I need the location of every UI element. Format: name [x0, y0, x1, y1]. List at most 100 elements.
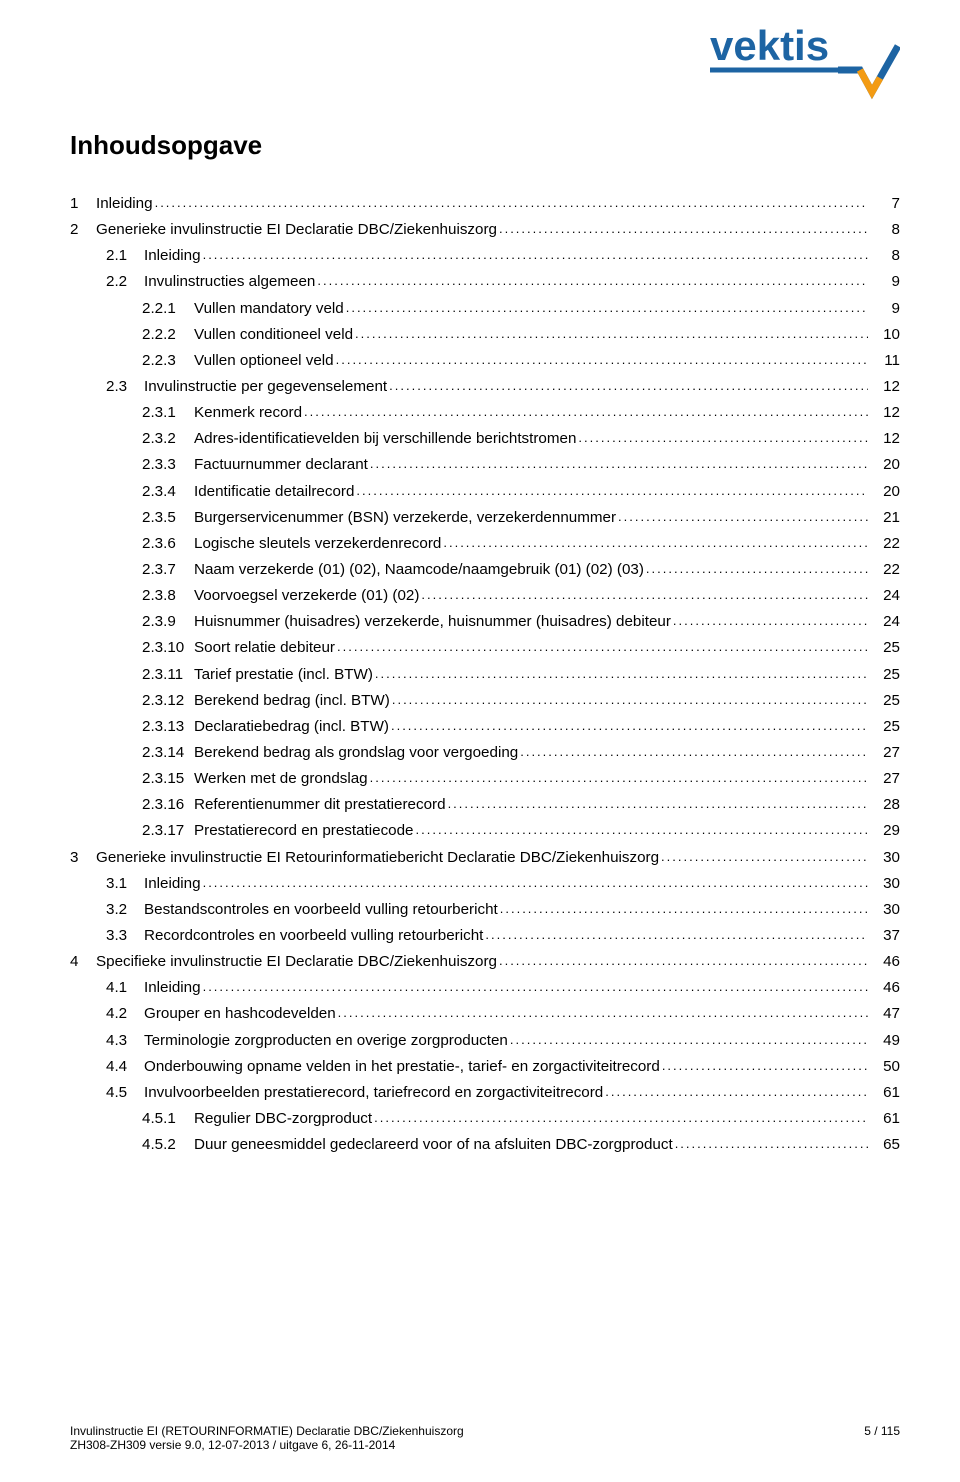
toc-entry-number: 3.2 — [106, 897, 144, 923]
toc-entry[interactable]: 2.3.14Berekend bedrag als grondslag voor… — [70, 740, 900, 766]
footer-page-number: 5 / 115 — [864, 1424, 900, 1438]
toc-entry-number: 2.2.1 — [142, 296, 194, 322]
toc-entry-title: Vullen mandatory veld — [194, 296, 346, 322]
toc-leader-dots — [203, 872, 868, 894]
toc-leader-dots — [443, 532, 868, 554]
logo-vektis: vektis — [710, 20, 900, 100]
toc-leader-dots — [336, 349, 868, 371]
toc-leader-dots — [375, 663, 868, 685]
toc-entry-number: 2.3.17 — [142, 818, 194, 844]
toc-entry-page: 20 — [868, 479, 900, 505]
toc-entry[interactable]: 4.1Inleiding 46 — [70, 975, 900, 1001]
toc-leader-dots — [374, 1107, 868, 1129]
toc-entry-number: 2.3.9 — [142, 609, 194, 635]
toc-entry[interactable]: 2.3.12Berekend bedrag (incl. BTW) 25 — [70, 688, 900, 714]
toc-entry-page: 65 — [868, 1132, 900, 1158]
toc-entry[interactable]: 4.4Onderbouwing opname velden in het pre… — [70, 1054, 900, 1080]
toc-entry-page: 61 — [868, 1106, 900, 1132]
toc-entry-title: Berekend bedrag (incl. BTW) — [194, 688, 392, 714]
toc-entry[interactable]: 2.3.15Werken met de grondslag 27 — [70, 766, 900, 792]
toc-entry[interactable]: 2.3.4Identificatie detailrecord 20 — [70, 479, 900, 505]
toc-leader-dots — [485, 924, 868, 946]
footer-doc-title: Invulinstructie EI (RETOURINFORMATIE) De… — [70, 1424, 464, 1438]
toc-entry-page: 29 — [868, 818, 900, 844]
toc-entry[interactable]: 2.2.2Vullen conditioneel veld 10 — [70, 322, 900, 348]
toc-entry-title: Generieke invulinstructie EI Declaratie … — [96, 217, 499, 243]
toc-entry-page: 9 — [868, 296, 900, 322]
toc-entry-number: 2 — [70, 217, 96, 243]
toc-entry-number: 2.3.1 — [142, 400, 194, 426]
toc-entry[interactable]: 2.2Invulinstructies algemeen 9 — [70, 269, 900, 295]
toc-entry-page: 46 — [868, 975, 900, 1001]
toc-entry-number: 4.5.1 — [142, 1106, 194, 1132]
toc-entry-page: 12 — [868, 426, 900, 452]
toc-entry-number: 2.3.11 — [142, 662, 194, 688]
toc-leader-dots — [448, 793, 868, 815]
toc-entry-page: 11 — [868, 348, 900, 374]
toc-entry[interactable]: 2.3.9Huisnummer (huisadres) verzekerde, … — [70, 609, 900, 635]
toc-entry-page: 22 — [868, 557, 900, 583]
toc-entry-page: 46 — [868, 949, 900, 975]
toc-entry[interactable]: 3.2Bestandscontroles en voorbeeld vullin… — [70, 897, 900, 923]
toc-entry[interactable]: 2.3.11Tarief prestatie (incl. BTW) 25 — [70, 662, 900, 688]
toc-entry-title: Declaratiebedrag (incl. BTW) — [194, 714, 391, 740]
toc-entry[interactable]: 3Generieke invulinstructie EI Retourinfo… — [70, 845, 900, 871]
toc-entry[interactable]: 2.3.1Kenmerk record 12 — [70, 400, 900, 426]
toc-entry-number: 2.2.3 — [142, 348, 194, 374]
toc-leader-dots — [618, 506, 868, 528]
toc-entry-number: 2.1 — [106, 243, 144, 269]
toc-entry-title: Onderbouwing opname velden in het presta… — [144, 1054, 662, 1080]
toc-entry-title: Burgerservicenummer (BSN) verzekerde, ve… — [194, 505, 618, 531]
toc-entry-page: 21 — [868, 505, 900, 531]
toc-entry[interactable]: 2.3.10Soort relatie debiteur 25 — [70, 635, 900, 661]
toc-entry[interactable]: 4.5.2Duur geneesmiddel gedeclareerd voor… — [70, 1132, 900, 1158]
toc-entry[interactable]: 2.3.7Naam verzekerde (01) (02), Naamcode… — [70, 557, 900, 583]
toc-entry-page: 8 — [868, 217, 900, 243]
toc-entry[interactable]: 2.3.5Burgerservicenummer (BSN) verzekerd… — [70, 505, 900, 531]
toc-entry[interactable]: 2.2.1Vullen mandatory veld 9 — [70, 296, 900, 322]
toc-entry-title: Factuurnummer declarant — [194, 452, 370, 478]
toc-entry-title: Generieke invulinstructie EI Retourinfor… — [96, 845, 661, 871]
toc-entry[interactable]: 2.3.16Referentienummer dit prestatiereco… — [70, 792, 900, 818]
toc-entry[interactable]: 2.3.6Logische sleutels verzekerdenrecord… — [70, 531, 900, 557]
toc-entry[interactable]: 2.3Invulinstructie per gegevenselement 1… — [70, 374, 900, 400]
toc-entry[interactable]: 4.5Invulvoorbeelden prestatierecord, tar… — [70, 1080, 900, 1106]
toc-entry-page: 50 — [868, 1054, 900, 1080]
toc-leader-dots — [416, 819, 869, 841]
toc-leader-dots — [337, 636, 868, 658]
toc-entry[interactable]: 2.2.3Vullen optioneel veld 11 — [70, 348, 900, 374]
toc-leader-dots — [500, 898, 868, 920]
toc-entry-title: Inleiding — [144, 243, 203, 269]
toc-entry[interactable]: 1Inleiding 7 — [70, 191, 900, 217]
toc-entry-title: Specifieke invulinstructie EI Declaratie… — [96, 949, 499, 975]
toc-entry-title: Vullen optioneel veld — [194, 348, 336, 374]
toc-leader-dots — [392, 689, 868, 711]
toc-entry-number: 2.3.14 — [142, 740, 194, 766]
toc-entry-number: 2.3.8 — [142, 583, 194, 609]
toc-entry[interactable]: 4.2Grouper en hashcodevelden 47 — [70, 1001, 900, 1027]
page-title: Inhoudsopgave — [70, 130, 900, 161]
toc-entry[interactable]: 2.3.13Declaratiebedrag (incl. BTW) 25 — [70, 714, 900, 740]
toc-entry-number: 2.3.12 — [142, 688, 194, 714]
toc-entry[interactable]: 2.1Inleiding 8 — [70, 243, 900, 269]
toc-entry[interactable]: 4.3Terminologie zorgproducten en overige… — [70, 1028, 900, 1054]
toc-leader-dots — [338, 1002, 868, 1024]
toc-entry[interactable]: 2Generieke invulinstructie EI Declaratie… — [70, 217, 900, 243]
toc-entry[interactable]: 3.1Inleiding 30 — [70, 871, 900, 897]
toc-entry[interactable]: 2.3.2Adres-identificatievelden bij versc… — [70, 426, 900, 452]
toc-entry-title: Regulier DBC-zorgproduct — [194, 1106, 374, 1132]
toc-entry[interactable]: 2.3.8Voorvoegsel verzekerde (01) (02) 24 — [70, 583, 900, 609]
toc-entry[interactable]: 4Specifieke invulinstructie EI Declarati… — [70, 949, 900, 975]
toc-entry-number: 4.5 — [106, 1080, 144, 1106]
toc-entry[interactable]: 2.3.3Factuurnummer declarant 20 — [70, 452, 900, 478]
toc-entry-number: 4.1 — [106, 975, 144, 1001]
toc-entry-number: 2.3.13 — [142, 714, 194, 740]
toc-entry-number: 3.3 — [106, 923, 144, 949]
toc-entry-page: 10 — [868, 322, 900, 348]
toc-entry-title: Huisnummer (huisadres) verzekerde, huisn… — [194, 609, 673, 635]
toc-entry-title: Adres-identificatievelden bij verschille… — [194, 426, 578, 452]
toc-entry[interactable]: 4.5.1Regulier DBC-zorgproduct 61 — [70, 1106, 900, 1132]
toc-entry[interactable]: 2.3.17Prestatierecord en prestatiecode 2… — [70, 818, 900, 844]
toc-leader-dots — [355, 323, 868, 345]
toc-entry[interactable]: 3.3Recordcontroles en voorbeeld vulling … — [70, 923, 900, 949]
